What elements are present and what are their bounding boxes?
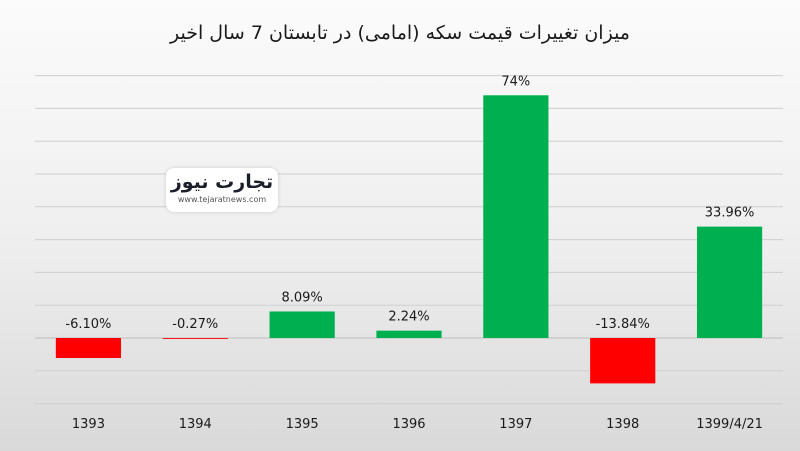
data-label: 74% (501, 74, 530, 89)
bar-1396 (376, 330, 442, 338)
data-label: 2.24% (388, 310, 429, 325)
x-tick-labels: 1393 1394 1395 1396 1397 1398 1399/4/21 (72, 417, 763, 432)
data-label: -0.27% (172, 317, 218, 332)
chart-title: میزان تغییرات قیمت سکه (امامی) در تابستا… (170, 22, 630, 44)
tejaratnews-logo: تجارت نیوز www.tejaratnews.com (166, 168, 278, 212)
data-label: -6.10% (65, 317, 111, 332)
bars (55, 95, 763, 384)
data-label: 8.09% (281, 290, 322, 305)
data-labels: -6.10% -0.27% 8.09% 2.24% 74% -13.84% 33.96% (65, 74, 754, 332)
data-label: 33.96% (705, 206, 755, 221)
bar-1398 (590, 338, 656, 384)
x-tick-label: 1397 (499, 417, 532, 432)
bar-1397 (483, 95, 549, 338)
logo-text: تجارت نیوز (170, 171, 274, 193)
bar-1394 (162, 338, 228, 339)
bar-1393 (55, 338, 122, 359)
x-tick-label: 1396 (392, 417, 425, 432)
bar-1399/4/21 (696, 226, 763, 338)
logo-url: www.tejaratnews.com (177, 195, 267, 204)
gridlines (35, 75, 783, 405)
bar-1395 (269, 311, 335, 338)
x-tick-label: 1394 (179, 417, 212, 432)
x-tick-label: 1395 (286, 417, 319, 432)
x-tick-label: 1399/4/21 (696, 417, 763, 432)
x-tick-label: 1393 (72, 417, 105, 432)
data-label: -13.84% (596, 317, 650, 332)
x-tick-label: 1398 (606, 417, 639, 432)
